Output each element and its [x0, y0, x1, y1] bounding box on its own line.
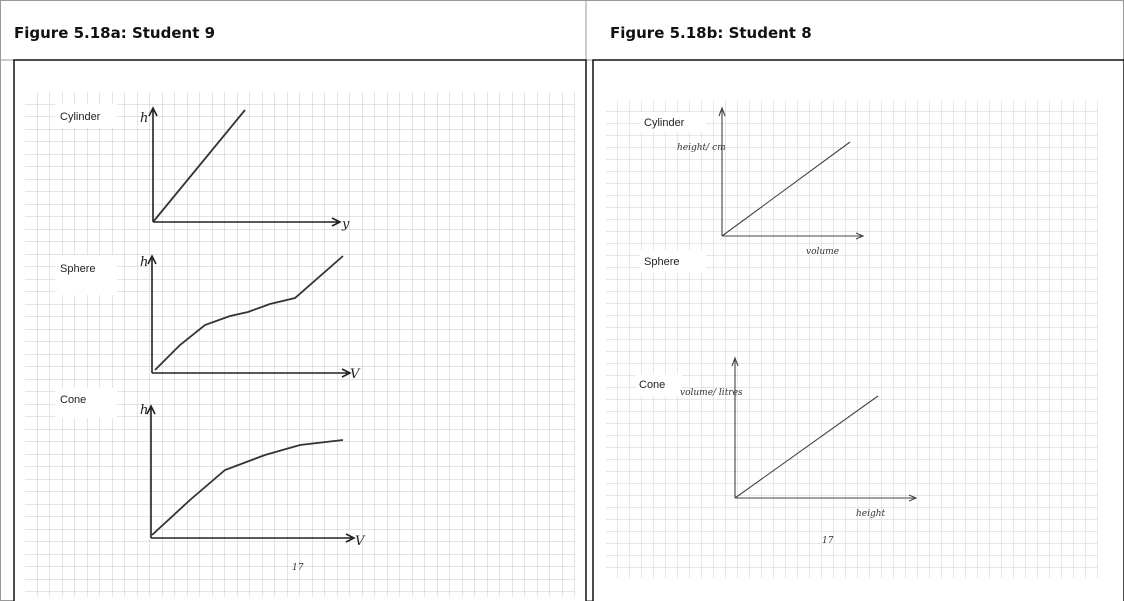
axis-label: height	[856, 509, 886, 519]
cylinder-graph	[718, 106, 865, 240]
page-number: 17	[292, 563, 304, 573]
axis-label: V	[350, 367, 361, 382]
caption: Figure 5.18b: Student 8	[610, 24, 812, 42]
label-box	[640, 250, 706, 272]
label-box	[55, 255, 117, 295]
label-box	[636, 374, 682, 396]
axis-label: volume/ litres	[680, 388, 743, 398]
graph-label: Cylinder	[644, 117, 685, 129]
grid-paper	[606, 100, 1098, 578]
caption: Figure 5.18a: Student 9	[14, 24, 215, 42]
axis-label: volume	[806, 247, 839, 257]
label-box	[55, 104, 117, 128]
graph-label: Sphere	[644, 256, 679, 268]
axis-label: height/ cm	[677, 143, 726, 153]
cone-graph	[731, 356, 918, 502]
graph-label: Cone	[60, 394, 86, 406]
graph-label: Cone	[639, 379, 665, 391]
axis-label: V	[355, 534, 366, 549]
label-box	[640, 112, 706, 132]
axis-label: h	[140, 403, 148, 418]
page-number: 17	[822, 536, 834, 546]
grid-paper	[25, 92, 575, 597]
cone-graph	[146, 404, 356, 543]
axis-label: y	[341, 217, 350, 232]
axis-label: h	[140, 255, 148, 270]
graph-label: Sphere	[60, 263, 95, 275]
sphere-graph	[147, 254, 352, 378]
axis-label: h	[140, 111, 148, 126]
label-box	[55, 388, 117, 418]
cylinder-graph	[148, 106, 342, 227]
graph-label: Cylinder	[60, 111, 101, 123]
